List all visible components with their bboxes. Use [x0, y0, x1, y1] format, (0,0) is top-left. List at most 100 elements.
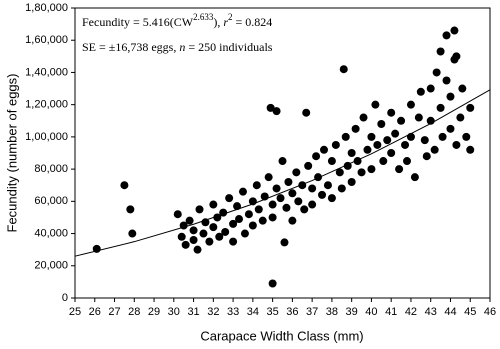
point — [302, 108, 311, 117]
x-tick-label: 42 — [405, 306, 417, 318]
point — [337, 184, 346, 193]
annotation-text: = 250 individuals — [185, 40, 272, 54]
x-tick-label: 32 — [207, 306, 219, 318]
point — [266, 103, 275, 112]
point — [276, 194, 285, 203]
point — [280, 238, 289, 247]
point — [278, 157, 287, 166]
x-tick-label: 46 — [484, 306, 496, 318]
point — [406, 100, 415, 109]
point — [391, 129, 400, 138]
point — [442, 31, 451, 40]
point — [284, 178, 293, 186]
y-tick-label: 40,000 — [34, 227, 68, 239]
point — [410, 173, 419, 182]
x-tick-label: 37 — [306, 306, 318, 318]
x-tick-label: 45 — [464, 306, 476, 318]
point — [450, 55, 459, 64]
point — [318, 190, 327, 199]
point — [304, 161, 313, 170]
point — [199, 229, 208, 238]
point — [357, 168, 366, 177]
x-tick-label: 31 — [187, 306, 199, 318]
point — [215, 232, 224, 241]
point — [185, 216, 194, 225]
point — [359, 113, 368, 122]
point — [229, 237, 238, 246]
point — [268, 213, 277, 222]
point — [193, 245, 202, 254]
point — [341, 132, 350, 141]
x-tick-label: 28 — [128, 306, 140, 318]
y-tick-label: 1,80,000 — [25, 2, 68, 14]
point — [379, 157, 388, 166]
point — [126, 205, 135, 214]
point — [300, 205, 309, 214]
x-tick-label: 41 — [385, 306, 397, 318]
annotation-text: SE = ±16,738 eggs, — [82, 40, 179, 54]
annotation-text: n — [179, 40, 185, 54]
point — [312, 152, 321, 161]
point — [397, 116, 406, 125]
point — [347, 178, 356, 186]
annotation-text: = 0.824 — [233, 15, 273, 29]
point — [201, 218, 210, 227]
point — [387, 149, 396, 157]
x-tick-label: 30 — [168, 306, 180, 318]
y-tick-label: 1,40,000 — [25, 66, 68, 78]
point — [456, 113, 465, 122]
point — [314, 173, 323, 182]
x-tick-label: 36 — [286, 306, 298, 318]
point — [235, 215, 244, 224]
point — [331, 140, 340, 149]
point — [240, 229, 249, 238]
point — [209, 200, 218, 209]
point — [438, 132, 447, 141]
point — [195, 205, 204, 214]
point — [335, 168, 344, 177]
point — [420, 136, 429, 145]
point — [395, 165, 404, 174]
point — [209, 223, 218, 232]
point — [229, 219, 238, 228]
x-tick-label: 35 — [266, 306, 278, 318]
point — [268, 200, 277, 209]
y-axis-label: Fecundity (number of eggs) — [4, 74, 19, 233]
point — [221, 227, 230, 236]
y-tick-label: 1,00,000 — [25, 131, 68, 143]
point — [363, 145, 372, 154]
point — [383, 136, 392, 145]
point — [462, 132, 471, 141]
y-tick-label: 60,000 — [34, 195, 68, 207]
x-tick-label: 39 — [346, 306, 358, 318]
point — [308, 184, 317, 193]
point — [367, 165, 376, 174]
y-tick-label: 0 — [62, 292, 68, 304]
point — [177, 232, 186, 241]
point — [446, 92, 455, 101]
point — [323, 181, 332, 190]
point — [254, 205, 263, 214]
point — [426, 84, 435, 93]
point — [339, 65, 348, 74]
x-axis-label: Carapace Width Class (mm) — [200, 328, 363, 343]
point — [377, 120, 386, 128]
point — [189, 236, 198, 244]
point — [238, 187, 247, 196]
point — [320, 145, 328, 154]
point — [225, 194, 234, 203]
point — [272, 107, 281, 116]
point — [282, 203, 291, 212]
point — [258, 216, 267, 225]
point — [436, 47, 445, 56]
x-tick-label: 27 — [108, 306, 120, 318]
point — [327, 157, 336, 166]
point — [233, 202, 242, 211]
x-tick-label: 33 — [227, 306, 239, 318]
point — [387, 108, 396, 117]
point — [288, 189, 297, 198]
y-tick-label: 20,000 — [34, 260, 68, 272]
point — [272, 184, 281, 193]
point — [442, 76, 451, 85]
point — [458, 84, 467, 93]
